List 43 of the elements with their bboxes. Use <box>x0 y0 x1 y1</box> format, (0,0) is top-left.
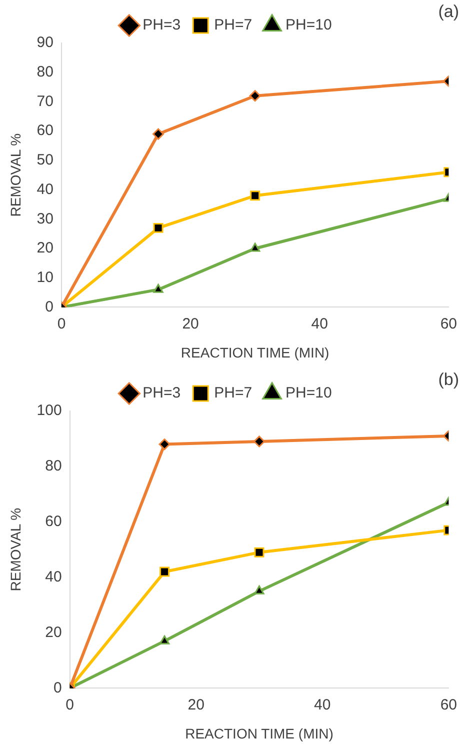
y-tick-label: 80 <box>36 63 54 80</box>
y-tick-label: 50 <box>36 152 54 169</box>
point <box>254 547 264 558</box>
x-axis-title: REACTION TIME (MIN) <box>180 344 330 360</box>
legend-label: PH=10 <box>286 16 332 34</box>
y-tick-label: 60 <box>36 122 54 140</box>
point <box>250 190 260 201</box>
y-tick-label: 30 <box>36 210 54 228</box>
point <box>153 222 164 233</box>
point <box>159 635 170 644</box>
y-axis-title: REMOVAL % <box>7 508 24 592</box>
x-axis-title: REACTION TIME (MIN) <box>185 725 334 742</box>
y-tick-label: 20 <box>45 624 62 641</box>
x-tick-label: 60 <box>440 696 457 714</box>
y-tick-label: 40 <box>36 180 54 198</box>
y-tick-label: 60 <box>45 513 62 530</box>
point <box>153 284 164 293</box>
legend-label: PH=10 <box>286 384 332 402</box>
legend-label: PH=7 <box>214 384 252 402</box>
y-tick-label: 70 <box>36 92 54 110</box>
y-tick-label: 20 <box>36 240 54 257</box>
legend-label: PH=3 <box>142 16 181 34</box>
x-tick-label: 40 <box>314 696 331 714</box>
text: (a) <box>438 2 459 22</box>
point <box>250 242 260 252</box>
text: (b) <box>438 370 459 390</box>
x-tick-label: 40 <box>311 315 328 332</box>
y-axis-title: REMOVAL % <box>7 133 24 217</box>
x-tick-label: 0 <box>66 696 74 714</box>
y-tick-label: 80 <box>45 458 62 475</box>
x-tick-label: 20 <box>182 315 199 332</box>
x-tick-label: 60 <box>440 315 457 332</box>
legend-label: PH=7 <box>214 16 252 34</box>
y-tick-label: 10 <box>36 268 54 286</box>
point <box>160 566 170 577</box>
legend-label: PH=3 <box>142 384 181 402</box>
y-tick-label: 40 <box>45 568 62 586</box>
x-tick-label: 20 <box>188 696 204 714</box>
y-tick-label: 0 <box>45 298 54 316</box>
point <box>254 585 264 594</box>
y-tick-label: 100 <box>36 402 62 420</box>
y-tick-label: 0 <box>53 679 62 696</box>
y-tick-label: 90 <box>36 34 54 52</box>
